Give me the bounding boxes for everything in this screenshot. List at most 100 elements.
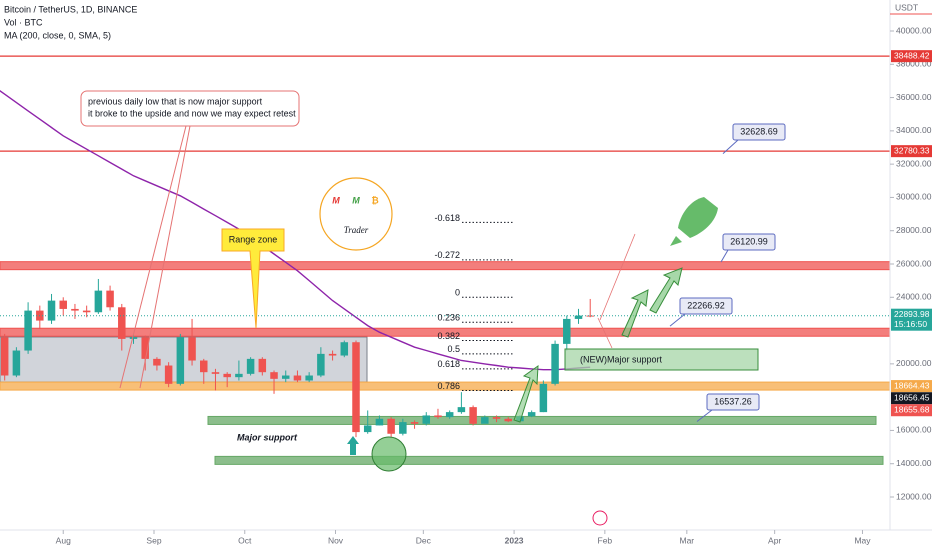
candle-body (504, 418, 512, 422)
price-tag-label: 18664.43 (894, 380, 930, 390)
projection-arrow (513, 364, 539, 423)
fib-label: 0 (455, 288, 460, 298)
candle-body (574, 315, 583, 319)
y-tick-label: 40000.00 (896, 25, 932, 35)
x-tick-label: Mar (680, 535, 695, 545)
annotation-pointer (139, 125, 191, 389)
logo-letter: ₿ (371, 195, 378, 205)
candle-body (118, 307, 126, 339)
fib-label: 0.618 (437, 359, 460, 369)
fib-label: -0.272 (434, 250, 460, 260)
current-price-label: 22893.98 (894, 309, 930, 319)
fib-label: 0.5 (447, 344, 460, 354)
up-arrow (347, 436, 359, 455)
candle-body (281, 375, 290, 379)
price-tag (891, 145, 932, 158)
candle-body (434, 415, 442, 418)
candle-body (492, 417, 501, 419)
price-tag (891, 380, 932, 393)
candle-body (24, 310, 32, 351)
y-tick-label: 30000.00 (896, 192, 932, 202)
candle-body (563, 318, 571, 344)
logo-word: Trader (344, 225, 369, 235)
candle-body (200, 360, 208, 373)
candle-body (469, 407, 477, 424)
rocket-flame (670, 236, 682, 246)
candle-body (164, 365, 173, 384)
countdown-label: 15:16:50 (894, 319, 927, 329)
price-tag-label: 18656.45 (894, 392, 930, 402)
rocket (678, 197, 718, 238)
x-tick-label: Nov (328, 535, 344, 545)
price-tag (891, 392, 932, 405)
x-tick-label: May (854, 535, 871, 545)
candle-body (328, 353, 337, 356)
candle-body (445, 412, 454, 418)
candle-body (176, 337, 185, 384)
ma-line (0, 90, 591, 371)
logo-letter: M (352, 195, 360, 205)
y-tick-label: 34000.00 (896, 125, 932, 135)
candle-body (352, 342, 360, 433)
level-band (207, 415, 877, 425)
logo-circle (319, 177, 393, 251)
x-tick-label: Aug (56, 535, 71, 545)
current-price-tag (891, 308, 932, 331)
callout-pointer (722, 139, 739, 155)
x-tick-label: Sep (146, 535, 161, 545)
logo-letter: M (332, 195, 340, 205)
callout-box (722, 233, 776, 251)
price-tag (891, 50, 932, 63)
candle-body (399, 422, 407, 434)
price-tag (891, 404, 932, 417)
y-tick-label: 12000.00 (896, 491, 932, 501)
callout-pointer (720, 249, 729, 263)
candle-body (539, 383, 548, 413)
candle-body (106, 290, 114, 308)
level-band (0, 327, 890, 337)
candle-body (527, 412, 536, 417)
candle-body (153, 358, 161, 366)
price-tag-label: 18655.68 (894, 404, 930, 414)
candle-body (211, 372, 220, 374)
y-tick-label: 28000.00 (896, 225, 932, 235)
candle-body (47, 300, 56, 321)
callout-label: 26120.99 (730, 236, 768, 246)
volume-legend: Vol · BTC (4, 17, 43, 27)
candle-body (457, 407, 466, 413)
callout-box (679, 297, 733, 315)
candle-body (410, 422, 419, 424)
candle-body (235, 373, 243, 378)
fib-label: 0.786 (437, 381, 460, 391)
candle-body (258, 358, 267, 373)
projection-arrow (621, 289, 649, 338)
candle-body (82, 310, 91, 313)
candle-body (586, 315, 594, 317)
range-callout (221, 228, 285, 329)
y-tick-label: 32000.00 (896, 158, 932, 168)
callout-pointer (696, 409, 713, 422)
fib-label: 0.236 (437, 313, 460, 323)
ma-legend: MA (200, close, 0, SMA, 5) (4, 30, 111, 40)
x-tick-label: Feb (598, 535, 613, 545)
x-tick-label: Apr (768, 535, 781, 545)
candle-body (375, 418, 384, 426)
y-tick-label: 24000.00 (896, 292, 932, 302)
candle-body (270, 372, 278, 379)
x-tick-label: 2023 (505, 535, 524, 545)
candle-body (305, 375, 313, 381)
new-support-label: (NEW)Major support (580, 354, 663, 364)
projection-arrow (649, 267, 683, 314)
callout-box (732, 123, 786, 141)
candle-body (551, 343, 559, 384)
annotation-pointer (119, 125, 187, 389)
candle-body (293, 375, 302, 381)
event-icon (592, 510, 608, 526)
currency-label: USDT (895, 2, 918, 12)
y-tick-label: 16000.00 (896, 425, 932, 435)
annotation-line: previous daily low that is now major sup… (88, 96, 263, 106)
callout-box (706, 393, 760, 411)
candle-body (422, 415, 431, 424)
